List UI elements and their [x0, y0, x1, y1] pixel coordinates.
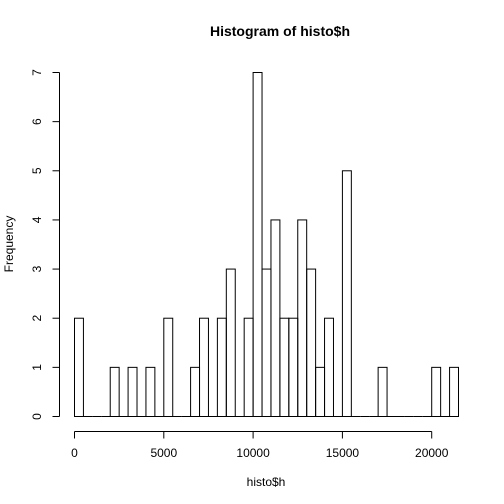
- histogram-bar: [306, 268, 317, 418]
- y-tick-label: 3: [30, 265, 44, 272]
- y-tick-label: 7: [30, 69, 44, 76]
- y-tick-label: 2: [30, 315, 44, 322]
- histogram-bar: [225, 268, 236, 418]
- chart-title: Histogram of histo$h: [210, 23, 350, 39]
- y-tick-label: 4: [30, 216, 44, 223]
- histogram-bar: [341, 170, 352, 417]
- histogram-bar: [315, 366, 326, 418]
- x-tick-label: 10000: [236, 446, 270, 460]
- histogram-bar: [216, 317, 227, 418]
- y-tick-label: 5: [30, 167, 44, 174]
- histogram-bar: [252, 72, 263, 417]
- histogram-bar: [288, 317, 299, 418]
- y-tick-label: 1: [30, 364, 44, 371]
- y-tick-label: 6: [30, 118, 44, 125]
- histogram-bar: [243, 317, 254, 418]
- y-tick-label: 0: [30, 413, 44, 420]
- histogram-bar: [163, 317, 174, 418]
- histogram-bar: [74, 317, 84, 418]
- x-tick-label: 15000: [326, 446, 360, 460]
- histogram-bar: [127, 366, 138, 418]
- bars-group: [74, 72, 459, 418]
- histogram-bar: [261, 268, 272, 418]
- histogram-bar: [279, 317, 290, 418]
- x-axis: 0 5000 10000 15000 20000: [71, 431, 449, 460]
- x-tick-label: 0: [71, 446, 78, 460]
- x-tick-label: 20000: [415, 446, 449, 460]
- y-axis: 0 1 2 3 4 5 6 7: [30, 69, 60, 420]
- histogram-bar: [431, 366, 442, 418]
- y-axis-label: Frequency: [2, 216, 16, 273]
- x-tick-label: 5000: [150, 446, 177, 460]
- histogram-bar: [199, 317, 209, 418]
- histogram-bar: [109, 366, 120, 418]
- histogram-bar: [270, 219, 281, 417]
- x-axis-label: histo$h: [247, 475, 286, 489]
- histogram-bar: [145, 366, 156, 418]
- histogram-bar: [377, 366, 388, 418]
- histogram-bar: [297, 219, 308, 417]
- histogram-bar: [190, 366, 201, 418]
- histogram-bar: [449, 366, 459, 418]
- histogram-bar: [324, 317, 334, 418]
